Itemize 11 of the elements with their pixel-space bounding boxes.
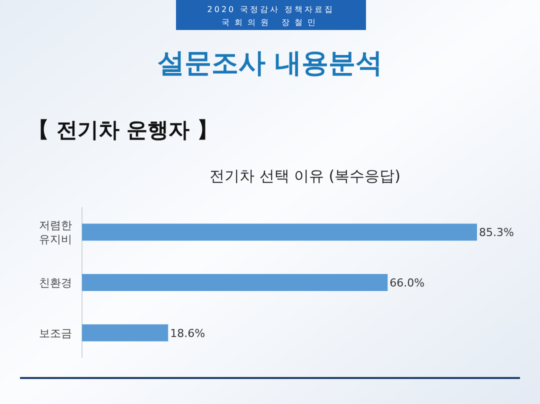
chart-subtitle: 【 전기차 운행자 】 — [28, 118, 218, 142]
data-label: 66.0% — [390, 276, 425, 290]
text: 2020 국정감사 정책자료집 — [207, 5, 335, 14]
text: 설문조사 내용분석 — [157, 48, 383, 79]
data-label: 85.3% — [479, 226, 514, 240]
text: 국회의원 장철민 — [222, 18, 320, 27]
chart-title: 전기차 선택 이유 (복수응답) — [209, 167, 401, 185]
y-tick-label: 보조금 — [39, 326, 72, 340]
y-tick-label: 저렴한 유지비 — [39, 219, 72, 246]
data-label: 18.6% — [170, 326, 206, 340]
y-tick-label: 친환경 — [39, 276, 72, 290]
